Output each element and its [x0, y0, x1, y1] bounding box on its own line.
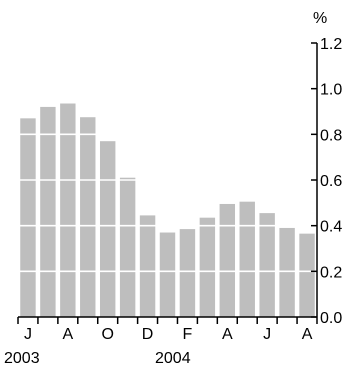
bar-oct-2003: [99, 141, 116, 317]
labels-group: 0.0 0.2 0.4 0.6 0.8 1.0 1.2% J A O D F A J A 2003 2004: [4, 10, 342, 367]
bars-group: [20, 103, 315, 318]
bar-aug-2003: [60, 103, 76, 317]
y-tick-label-0: 0.0: [320, 310, 342, 327]
x-tick-label-6: J: [263, 326, 271, 343]
x-tick-label-1: A: [62, 326, 73, 343]
y-tick-label-6: 1.2: [320, 36, 342, 53]
bar-jul-2004: [279, 227, 295, 317]
bar-nov-2003: [119, 177, 136, 317]
x-tick-label-4: F: [183, 326, 193, 343]
bar-sep-2003: [80, 117, 96, 318]
bar-mar-2004: [199, 217, 216, 317]
y-tick-label-2: 0.4: [320, 219, 342, 236]
axes-group: [17, 42, 318, 324]
bar-apr-2004: [219, 203, 236, 317]
bar-jan-2004: [159, 232, 176, 317]
x-tick-label-2: O: [101, 326, 113, 343]
x-year-label-2003: 2003: [4, 350, 40, 367]
bar-jul-2003: [40, 106, 56, 318]
bar-aug-2004: [299, 233, 315, 317]
bar-feb-2004: [179, 229, 196, 317]
y-tick-label-3: 0.6: [320, 173, 342, 190]
x-tick-label-3: D: [142, 326, 154, 343]
bar-dec-2003: [139, 215, 156, 317]
x-tick-label-7: A: [302, 326, 313, 343]
y-tick-label-4: 0.8: [320, 127, 342, 144]
y-tick-label-1: 0.2: [320, 264, 342, 281]
bar-may-2004: [239, 201, 255, 317]
x-tick-label-5: A: [222, 326, 233, 343]
y-tick-label-5: 1.0: [320, 82, 342, 99]
x-tick-label-0: J: [24, 326, 32, 343]
bar-jun-2003: [20, 118, 36, 317]
y-unit-label: %: [313, 10, 327, 27]
bar-jun-2004: [259, 213, 275, 317]
x-year-label-2004: 2004: [155, 350, 191, 367]
gridlines-group: [18, 42, 317, 273]
